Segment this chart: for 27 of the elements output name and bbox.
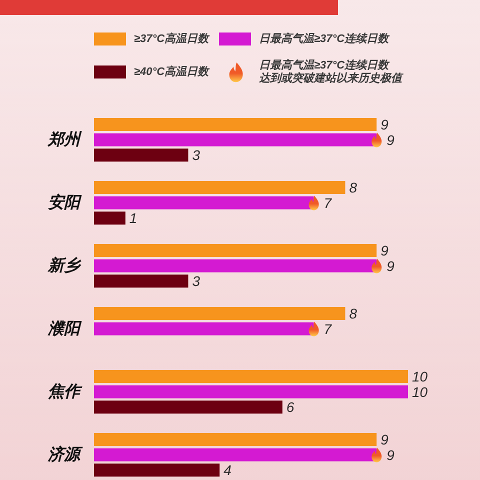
data-label: 9 <box>386 446 395 463</box>
data-label: 10 <box>412 368 428 384</box>
legend-label: 日最高气温≥37°C连续日数 <box>259 32 391 45</box>
y-tick-label: 郑州 <box>47 130 82 148</box>
data-label: 9 <box>380 432 389 448</box>
data-label: 6 <box>286 399 294 416</box>
data-label: 8 <box>349 306 358 322</box>
y-tick-label: 濮阳 <box>47 319 82 338</box>
data-label: 4 <box>224 462 232 478</box>
data-label: 3 <box>192 273 200 290</box>
data-label: 9 <box>380 242 389 258</box>
data-label: 8 <box>349 180 358 196</box>
y-tick-label: 新乡 <box>47 256 82 274</box>
data-label: 7 <box>324 194 333 211</box>
legend-label: ≥37°C高温日数 <box>134 32 211 45</box>
legend-label: 日最高气温≥37°C连续日数达到或突破建站以来历史极值 <box>259 58 404 84</box>
legend-label: ≥40°C高温日数 <box>134 65 211 78</box>
data-label: 9 <box>380 116 389 132</box>
data-label: 7 <box>324 320 333 337</box>
y-tick-label: 焦作 <box>48 382 83 400</box>
data-label: 9 <box>386 258 395 274</box>
y-tick-label: 安阳 <box>48 192 82 212</box>
y-tick-label: 济源 <box>47 445 83 464</box>
data-label: 3 <box>192 147 200 164</box>
data-label: 9 <box>386 132 395 148</box>
data-label: 10 <box>412 384 428 400</box>
data-label: 1 <box>129 210 138 226</box>
